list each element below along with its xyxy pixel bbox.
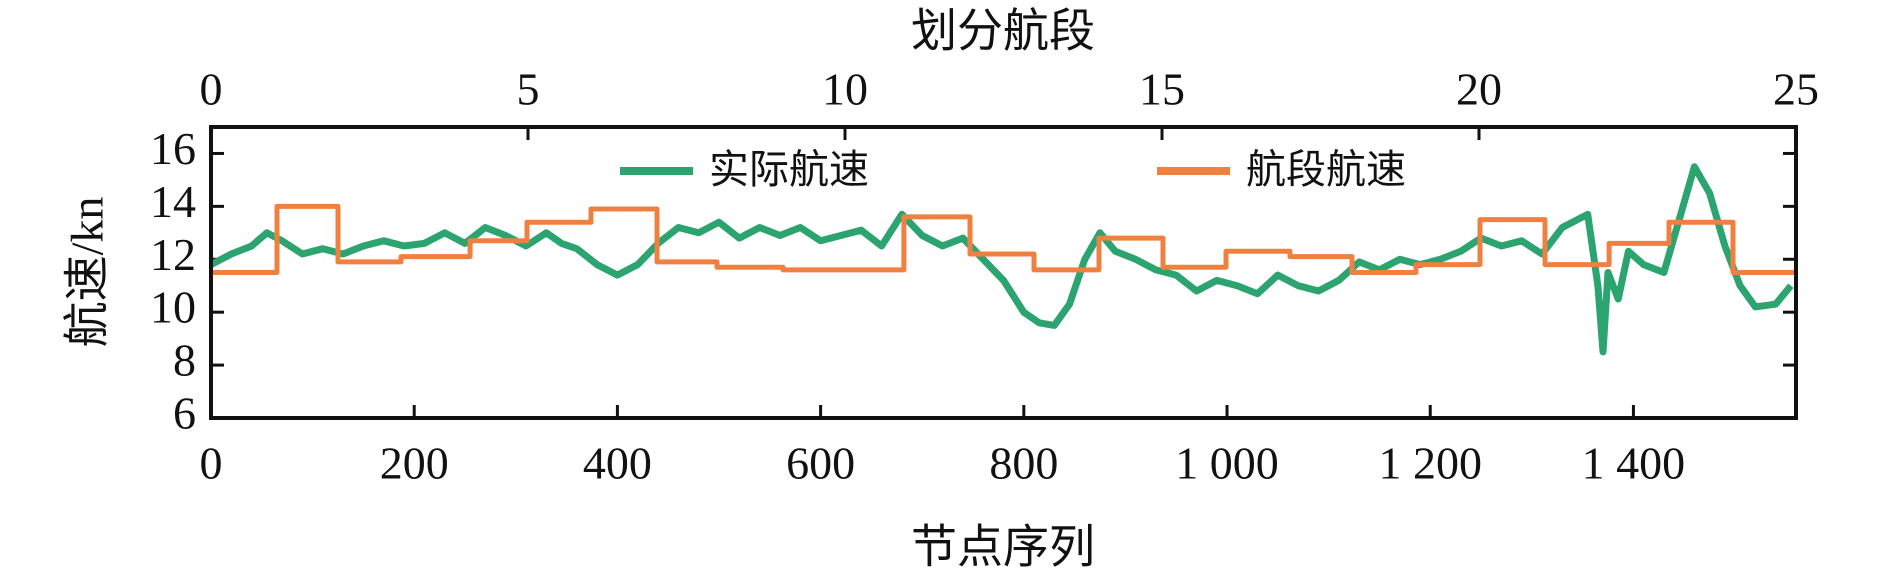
x2-axis-label: 划分航段 [911, 6, 1095, 57]
x2-tick-label: 0 [200, 64, 223, 115]
x2-tick-label: 25 [1773, 64, 1819, 115]
x-tick-label: 1 200 [1378, 438, 1482, 489]
y-axis-label: 航速/kn [62, 197, 113, 348]
plot-frame [209, 125, 1798, 420]
x-tick-label: 800 [989, 438, 1058, 489]
x2-tick-label: 15 [1139, 64, 1185, 115]
y-tick-label: 10 [150, 282, 196, 333]
legend-label: 实际航速 [709, 147, 869, 192]
data-line [211, 203, 1796, 275]
x2-tick-label: 20 [1456, 64, 1502, 115]
x2-tick-label: 10 [822, 64, 868, 115]
x-tick-label: 1 000 [1175, 438, 1279, 489]
y-tick-label: 8 [173, 335, 196, 386]
y-tick-label: 16 [150, 123, 196, 174]
y-tick-label: 12 [150, 229, 196, 280]
y-tick-label: 6 [173, 388, 196, 439]
x-tick-label: 400 [583, 438, 652, 489]
x-tick-label: 1 400 [1582, 438, 1686, 489]
x-tick-label: 600 [786, 438, 855, 489]
x2-tick-label: 5 [517, 64, 540, 115]
x-tick-label: 200 [380, 438, 449, 489]
x-axis-label: 节点序列 [911, 522, 1095, 573]
x-tick-label: 0 [200, 438, 223, 489]
legend-label: 航段航速 [1246, 147, 1406, 192]
y-tick-label: 14 [150, 176, 196, 227]
data-line [209, 163, 1794, 356]
